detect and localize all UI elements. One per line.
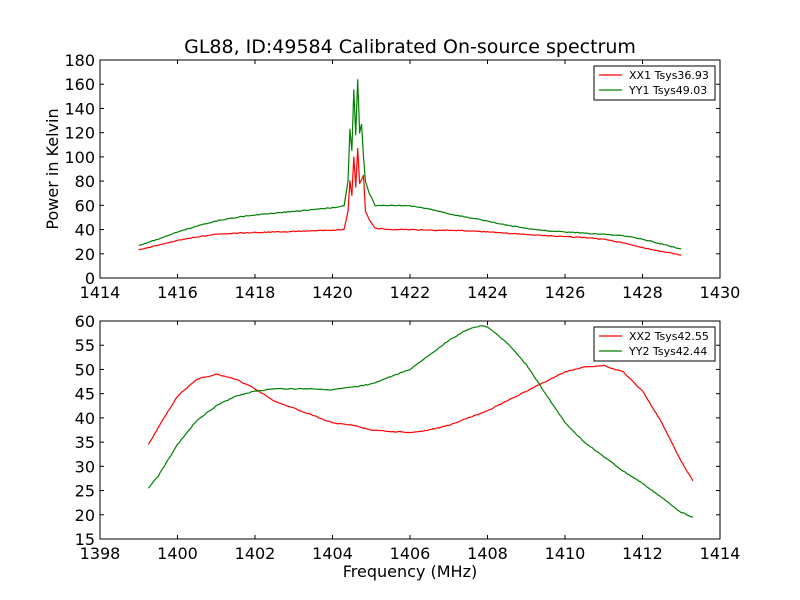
series-line-1 bbox=[138, 147, 682, 256]
y-tick-label: 20 bbox=[75, 245, 95, 264]
y-tick-label: 140 bbox=[64, 99, 95, 118]
y-tick-label: 35 bbox=[75, 433, 95, 452]
y-tick-label: 120 bbox=[64, 124, 95, 143]
y-tick-label: 0 bbox=[85, 269, 95, 288]
legend-box bbox=[593, 65, 716, 101]
y-axis-label: Power in Kelvin bbox=[43, 108, 62, 229]
x-tick-label: 1424 bbox=[467, 283, 508, 302]
series-line-2 bbox=[147, 325, 694, 518]
x-tick-label: 1410 bbox=[545, 544, 586, 563]
plot-top: 1414 1416 1418 1420 1422 1424 1426 1428 1430 0 20 4… bbox=[64, 51, 740, 302]
legend: XX2 Tsys42.55 YY2 Tsys42.44 bbox=[593, 326, 716, 362]
y-tick-label: 80 bbox=[75, 172, 95, 191]
y-tick-label: 40 bbox=[75, 409, 95, 428]
x-tick-label: 1414 bbox=[80, 283, 121, 302]
x-tick-label: 1404 bbox=[312, 544, 353, 563]
y-tick-label: 55 bbox=[75, 336, 95, 355]
x-tick-label: 1422 bbox=[390, 283, 431, 302]
y-tick-label: 60 bbox=[75, 312, 95, 331]
y-tick-label: 45 bbox=[75, 385, 95, 404]
y-tick-label: 180 bbox=[64, 51, 95, 70]
x-tick-label: 1402 bbox=[235, 544, 276, 563]
x-tick-label: 1420 bbox=[312, 283, 353, 302]
y-tick-label: 15 bbox=[75, 530, 95, 549]
y-tick-label: 50 bbox=[75, 360, 95, 379]
y-tick-label: 25 bbox=[75, 482, 95, 501]
legend-box bbox=[593, 326, 716, 362]
legend-label: YY1 Tsys49.03 bbox=[628, 84, 707, 97]
x-tick-label: 1412 bbox=[622, 544, 663, 563]
x-tick-label: 1398 bbox=[80, 544, 121, 563]
x-tick-label: 1418 bbox=[235, 283, 276, 302]
series-line-1 bbox=[147, 364, 694, 482]
x-tick-label: 1430 bbox=[700, 283, 741, 302]
y-tick-label: 30 bbox=[75, 457, 95, 476]
x-tick-label: 1408 bbox=[467, 544, 508, 563]
y-tick-label: 40 bbox=[75, 221, 95, 240]
legend-label: XX2 Tsys42.55 bbox=[629, 330, 709, 343]
y-tick-label: 20 bbox=[75, 506, 95, 525]
x-tick-label: 1400 bbox=[157, 544, 198, 563]
x-tick-label: 1428 bbox=[622, 283, 663, 302]
plot-bottom: 1398 1400 1402 1404 1406 1408 1410 1412 1414 15 20… bbox=[75, 312, 741, 563]
y-tick-label: 160 bbox=[64, 75, 95, 94]
x-tick-label: 1406 bbox=[390, 544, 431, 563]
series-line-2 bbox=[138, 79, 682, 250]
legend: XX1 Tsys36.93 YY1 Tsys49.03 bbox=[593, 65, 716, 101]
x-tick-label: 1416 bbox=[157, 283, 198, 302]
y-tick-label: 60 bbox=[75, 196, 95, 215]
chart-title: GL88, ID:49584 Calibrated On-source spec… bbox=[184, 36, 636, 58]
y-tick-label: 100 bbox=[64, 148, 95, 167]
x-tick-label: 1426 bbox=[545, 283, 586, 302]
legend-label: YY2 Tsys42.44 bbox=[628, 345, 707, 358]
x-axis-label: Frequency (MHz) bbox=[343, 562, 477, 581]
legend-label: XX1 Tsys36.93 bbox=[629, 69, 709, 82]
x-tick-label: 1414 bbox=[700, 544, 741, 563]
